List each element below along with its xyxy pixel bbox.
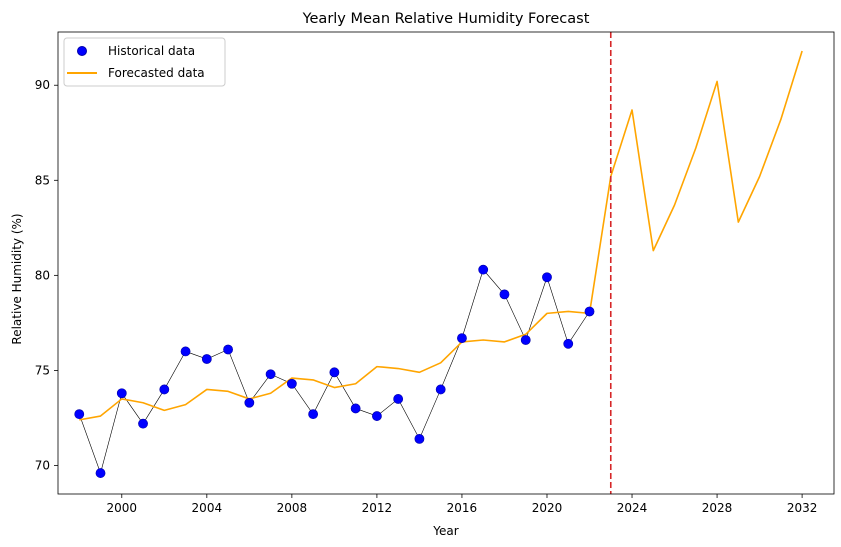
historical-point <box>350 403 361 414</box>
legend-forecast-label: Forecasted data <box>108 66 205 80</box>
historical-point <box>223 344 233 355</box>
historical-point <box>244 397 255 408</box>
historical-point <box>116 388 127 399</box>
x-tick-label: 2020 <box>532 501 563 515</box>
plot-frame <box>57 31 835 495</box>
y-axis-title: Relative Humidity (%) <box>10 213 24 344</box>
x-tick-label: 2000 <box>107 501 138 515</box>
x-tick-label: 2012 <box>362 501 393 515</box>
x-tick-label: 2024 <box>617 501 648 515</box>
historical-point <box>542 272 552 283</box>
x-tick-label: 2032 <box>787 501 818 515</box>
historical-point <box>180 346 191 357</box>
historical-point <box>414 433 425 444</box>
historical-point <box>286 378 297 389</box>
historical-point <box>329 367 340 378</box>
y-tick-label: 75 <box>35 363 50 377</box>
x-tick-label: 2008 <box>277 501 308 515</box>
historical-point <box>393 394 404 404</box>
historical-point <box>457 333 467 343</box>
historical-point <box>584 306 595 317</box>
forecast-series-line <box>79 50 803 421</box>
x-tick-label: 2004 <box>192 501 223 515</box>
historical-point <box>201 354 212 364</box>
x-tick-label: 2016 <box>447 501 478 515</box>
historical-point <box>95 468 106 478</box>
historical-point <box>563 338 574 349</box>
historical-point <box>138 418 148 429</box>
legend: Historical data Forecasted data <box>63 37 226 87</box>
y-tick-label: 85 <box>35 173 50 187</box>
historical-point <box>372 411 382 421</box>
historical-point <box>308 409 319 420</box>
x-axis-title: Year <box>432 524 458 538</box>
axes: 2000 2004 2008 2012 2016 2020 2024 2028 2032 70 75… <box>35 31 835 515</box>
legend-historical-marker <box>77 46 87 56</box>
historical-point <box>499 289 510 300</box>
historical-point <box>74 409 85 420</box>
historical-point <box>159 384 170 395</box>
historical-point <box>435 384 446 395</box>
plot-area <box>74 32 803 494</box>
legend-box <box>63 37 226 87</box>
y-tick-label: 70 <box>35 458 50 472</box>
x-tick-label: 2028 <box>702 501 733 515</box>
historical-point <box>520 335 531 345</box>
historical-point <box>478 264 489 275</box>
y-tick-label: 80 <box>35 268 50 282</box>
chart-title: Yearly Mean Relative Humidity Forecast <box>302 11 590 27</box>
historical-point <box>265 369 276 380</box>
y-tick-label: 90 <box>35 78 50 92</box>
legend-historical-label: Historical data <box>108 44 195 58</box>
